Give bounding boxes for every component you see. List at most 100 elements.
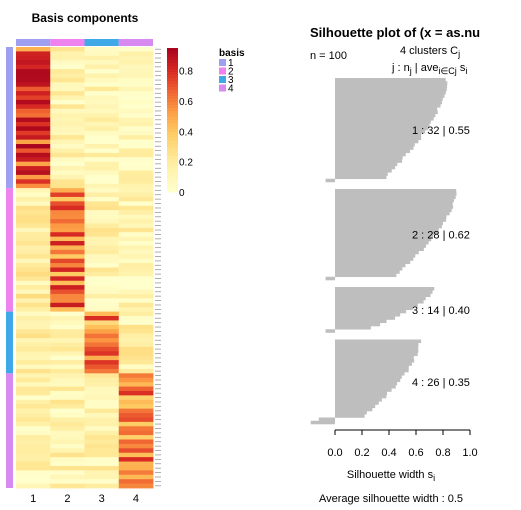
silhouette-bar — [335, 136, 422, 141]
heatmap-cell — [50, 408, 85, 414]
basis-legend-swatch-1 — [219, 59, 226, 66]
basis-legend-swatch-4 — [219, 84, 226, 92]
basis-legend-label-1: 1 — [228, 58, 234, 69]
silhouette-bar — [335, 215, 447, 219]
color-scale-tick: 0.6 — [179, 97, 193, 108]
heatmap-cell — [84, 64, 120, 70]
color-scale-tick: 0.2 — [179, 158, 193, 169]
silhouette-cluster-label: 3 : 14 | 0.40 — [412, 305, 470, 317]
silhouette-bar — [325, 329, 335, 333]
heatmap-cell — [118, 351, 154, 357]
heatmap-cell — [84, 232, 120, 238]
heatmap-cell — [50, 73, 85, 79]
heatmap-cell — [16, 73, 51, 79]
heatmap-cell — [50, 395, 85, 401]
heatmap-cell — [118, 51, 154, 57]
heatmap-column-annotation — [16, 39, 153, 46]
silhouette-cluster-label: 1 : 32 | 0.55 — [412, 125, 470, 137]
color-scale-step — [167, 60, 178, 64]
heatmap-cell — [84, 161, 120, 167]
heatmap-cell — [84, 390, 120, 396]
heatmap-cell — [16, 483, 51, 489]
heatmap-cell — [50, 60, 85, 66]
heatmap-cell — [118, 258, 154, 264]
heatmap-cell — [16, 390, 51, 396]
heatmap-cell — [84, 483, 120, 489]
heatmap-cell — [84, 360, 120, 365]
heatmap-cell — [118, 77, 154, 83]
heatmap-cell — [118, 342, 154, 348]
silhouette-bar — [335, 375, 402, 379]
heatmap-cell — [16, 60, 51, 66]
silhouette-bar — [335, 398, 382, 402]
color-scale-step — [167, 114, 178, 118]
heatmap-color-scale: 0 0.2 0.4 0.6 0.8 — [167, 48, 193, 199]
row-annotation-1 — [6, 47, 13, 189]
heatmap-cell — [118, 121, 154, 127]
silhouette-bar — [335, 316, 396, 320]
heatmap-cell — [84, 382, 120, 387]
heatmap-cell — [118, 245, 154, 251]
color-scale-step — [167, 93, 178, 97]
heatmap-cell — [84, 227, 120, 233]
basis-legend-label-3: 3 — [228, 75, 234, 86]
heatmap-cell — [84, 95, 120, 101]
silhouette-bar — [325, 178, 335, 183]
heatmap-cell — [50, 351, 85, 357]
heatmap-cell — [16, 258, 51, 264]
heatmap-cell — [16, 276, 51, 282]
heatmap-cell — [84, 470, 120, 476]
heatmap-cell — [84, 117, 120, 123]
heatmap-cell — [16, 51, 51, 57]
heatmap-cell — [16, 82, 51, 88]
heatmap-cell — [16, 183, 51, 189]
silhouette-bar — [335, 293, 431, 298]
heatmap-cell — [84, 135, 120, 141]
heatmap-cell — [16, 465, 51, 471]
heatmap-cell — [118, 360, 154, 365]
column-label-4: 4 — [133, 493, 139, 505]
heatmap-cell — [118, 254, 154, 260]
silhouette-bar — [335, 139, 419, 144]
silhouette-bar — [335, 378, 401, 383]
heatmap-cell — [118, 113, 154, 118]
silhouette-bar — [335, 326, 371, 330]
heatmap-cell — [50, 82, 85, 88]
heatmap-cell — [50, 413, 85, 418]
silhouette-bar — [335, 349, 419, 353]
heatmap-cell — [16, 218, 51, 224]
silhouette-bar — [335, 169, 392, 173]
heatmap-cell — [16, 210, 51, 215]
silhouette-bar — [335, 362, 412, 366]
silhouette-bar — [335, 303, 418, 307]
silhouette-cluster-label: 4 : 26 | 0.35 — [412, 377, 470, 389]
heatmap-cell — [50, 311, 85, 317]
heatmap-cell — [16, 95, 51, 101]
silhouette-bar — [335, 195, 456, 200]
heatmap-cell — [50, 316, 85, 321]
silhouette-bar — [335, 104, 441, 108]
heatmap-cell — [50, 373, 85, 379]
heatmap-cell — [84, 338, 120, 343]
color-scale-step — [167, 189, 178, 193]
color-scale-step — [167, 57, 178, 61]
silhouette-bar — [335, 290, 433, 294]
heatmap-cell — [16, 174, 51, 180]
heatmap-cell — [84, 386, 120, 392]
heatmap-cell — [16, 139, 51, 145]
heatmap-cell — [50, 474, 85, 480]
heatmap-cell — [50, 95, 85, 101]
silhouette-bar — [335, 385, 396, 389]
heatmap-cell — [16, 413, 51, 418]
silhouette-bar — [335, 198, 454, 203]
heatmap-cell — [84, 245, 120, 251]
x-tick-label: 1.0 — [462, 447, 477, 459]
heatmap-cell — [50, 448, 85, 454]
heatmap-cell — [50, 377, 85, 383]
heatmap-cell — [50, 355, 85, 361]
heatmap-cell — [50, 461, 85, 467]
heatmap-cell — [118, 364, 154, 370]
color-scale-step — [167, 150, 178, 154]
heatmap-cell — [118, 117, 154, 123]
heatmap-cell — [50, 465, 85, 471]
